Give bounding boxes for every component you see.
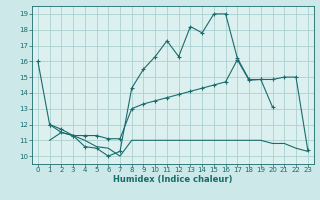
X-axis label: Humidex (Indice chaleur): Humidex (Indice chaleur) [113, 175, 233, 184]
